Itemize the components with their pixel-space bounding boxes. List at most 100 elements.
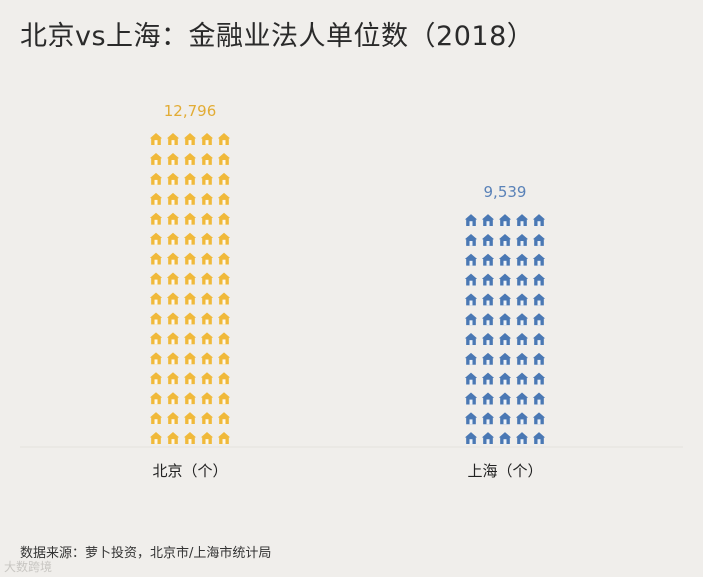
bar-shanghai xyxy=(464,214,546,445)
house-icon xyxy=(183,252,197,265)
watermark: 大数跨境 xyxy=(4,560,53,574)
value-label: 12,796 xyxy=(164,102,217,120)
house-icon xyxy=(464,214,478,227)
house-icon xyxy=(200,212,214,225)
house-icon xyxy=(149,292,163,305)
source-note: 数据来源：萝卜投资，北京市/上海市统计局 xyxy=(20,546,272,561)
house-icon xyxy=(532,293,546,306)
house-icon xyxy=(532,432,546,445)
house-icon xyxy=(166,332,180,345)
house-icon xyxy=(464,333,478,345)
value-label: 9,539 xyxy=(484,183,527,201)
house-icon xyxy=(166,192,180,205)
house-icon xyxy=(217,312,231,325)
house-icon xyxy=(200,172,214,185)
house-icon xyxy=(183,412,197,425)
house-icon xyxy=(481,392,495,405)
house-icon xyxy=(200,372,214,385)
house-icon xyxy=(481,214,495,227)
house-icon xyxy=(532,253,546,266)
house-icon xyxy=(532,392,546,405)
house-icon xyxy=(532,333,546,345)
house-icon xyxy=(200,133,214,145)
house-icon xyxy=(481,233,495,246)
house-icon xyxy=(183,152,197,165)
house-icon xyxy=(149,252,163,265)
house-icon xyxy=(166,392,180,405)
house-icon xyxy=(183,292,197,305)
house-icon xyxy=(481,293,495,306)
house-icon xyxy=(183,352,197,365)
house-icon xyxy=(183,212,197,225)
house-icon xyxy=(217,432,231,444)
house-icon xyxy=(515,233,529,246)
house-icon xyxy=(149,432,163,444)
house-icon xyxy=(498,412,512,425)
house-icon xyxy=(464,412,478,425)
house-icon xyxy=(217,212,231,225)
house-icon xyxy=(183,312,197,325)
house-icon xyxy=(166,312,180,325)
house-icon xyxy=(498,333,512,345)
category-label: 北京（个） xyxy=(152,462,227,480)
house-icon xyxy=(498,313,512,326)
house-icon xyxy=(498,432,512,445)
house-icon xyxy=(515,432,529,445)
house-icon xyxy=(464,352,478,365)
house-icon xyxy=(149,192,163,205)
house-icon xyxy=(217,172,231,185)
house-icon xyxy=(200,272,214,285)
house-icon xyxy=(200,252,214,265)
house-icon xyxy=(166,232,180,245)
house-icon xyxy=(183,232,197,245)
house-icon xyxy=(149,412,163,425)
house-icon xyxy=(149,352,163,365)
house-icon xyxy=(532,233,546,246)
house-icon xyxy=(498,293,512,306)
house-icon xyxy=(481,412,495,425)
house-icon xyxy=(217,272,231,285)
house-icon xyxy=(217,232,231,245)
house-icon xyxy=(217,412,231,425)
house-icon xyxy=(464,233,478,246)
house-icon xyxy=(515,392,529,405)
house-icon xyxy=(149,332,163,345)
house-icon xyxy=(200,332,214,345)
house-icon xyxy=(217,352,231,365)
house-icon xyxy=(183,192,197,205)
house-icon xyxy=(515,214,529,227)
house-icon xyxy=(515,293,529,306)
house-icon xyxy=(217,292,231,305)
house-icon xyxy=(166,292,180,305)
house-icon xyxy=(532,214,546,227)
house-icon xyxy=(515,313,529,326)
house-icon xyxy=(200,312,214,325)
house-icon xyxy=(166,432,180,444)
house-icon xyxy=(498,352,512,365)
house-icon xyxy=(217,252,231,265)
house-icon xyxy=(498,253,512,266)
house-icon xyxy=(464,273,478,286)
house-icon xyxy=(532,273,546,286)
house-icon xyxy=(149,133,163,145)
house-icon xyxy=(166,352,180,365)
house-icon xyxy=(515,333,529,345)
bar-beijing xyxy=(149,133,231,444)
house-icon xyxy=(149,372,163,385)
house-icon xyxy=(166,152,180,165)
house-icon xyxy=(149,392,163,405)
house-icon xyxy=(515,412,529,425)
house-icon xyxy=(481,273,495,286)
house-icon xyxy=(183,392,197,405)
house-icon xyxy=(217,372,231,385)
house-icon xyxy=(498,233,512,246)
chart-title: 北京vs上海：金融业法人单位数（2018） xyxy=(20,21,535,52)
house-icon xyxy=(200,352,214,365)
house-icon xyxy=(464,253,478,266)
house-icon xyxy=(481,352,495,365)
house-icon xyxy=(532,412,546,425)
house-icon xyxy=(464,372,478,385)
house-icon xyxy=(481,333,495,345)
house-icon xyxy=(183,372,197,385)
house-icon xyxy=(481,313,495,326)
